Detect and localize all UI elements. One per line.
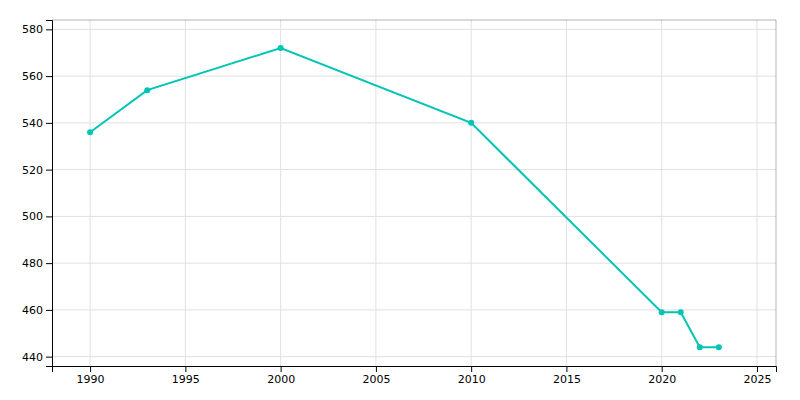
x-tick: 2025 — [743, 366, 771, 386]
y-tick-label: 580 — [22, 23, 43, 36]
y-tick-label: 460 — [22, 304, 43, 317]
x-grid-line — [566, 20, 567, 366]
frame-right — [776, 20, 777, 366]
x-grid-line — [185, 20, 186, 366]
x-tick-label: 2025 — [743, 373, 771, 386]
point — [278, 45, 284, 51]
y-grid-line — [52, 356, 776, 357]
y-tick-label: 540 — [22, 117, 43, 130]
y-tick-label: 480 — [22, 257, 43, 270]
plot-area: 1990 1995 2000 2005 2010 2015 2020 2025 440 460 48… — [22, 20, 777, 386]
point — [678, 309, 684, 315]
y-tick-mark — [46, 123, 52, 124]
x-tick-label: 2020 — [648, 373, 676, 386]
chart-container: 1990 1995 2000 2005 2010 2015 2020 2025 440 460 48… — [0, 0, 800, 400]
frame-top — [52, 20, 776, 21]
x-grid-line — [90, 20, 91, 366]
grid — [52, 20, 776, 366]
x-tick-mark — [566, 366, 567, 372]
point — [468, 120, 474, 126]
point — [144, 87, 150, 93]
y-grid-line — [52, 122, 776, 123]
x-tick: 2000 — [267, 366, 295, 386]
x-tick: 2015 — [553, 366, 581, 386]
line — [90, 48, 719, 347]
point — [697, 344, 703, 350]
y-tick-mark — [46, 29, 52, 30]
y-grid-line — [52, 29, 776, 30]
point — [659, 309, 665, 315]
x-tick-label: 2005 — [362, 373, 390, 386]
y-tick-label: 560 — [22, 70, 43, 83]
x-tick: 1995 — [172, 366, 200, 386]
y-grid-line — [52, 216, 776, 217]
y-tick: 480 — [22, 257, 52, 270]
point — [87, 129, 93, 135]
y-tick-mark — [46, 310, 52, 311]
y-tick: 500 — [22, 210, 52, 223]
y-tick: 440 — [22, 351, 52, 364]
y-grid-line — [52, 309, 776, 310]
y-tick-mark — [46, 357, 52, 358]
y-tick: 560 — [22, 70, 52, 83]
x-tick: 1990 — [77, 366, 105, 386]
y-tick: 580 — [22, 23, 52, 36]
chart: 1990 1995 2000 2005 2010 2015 2020 2025 440 460 48… — [0, 0, 800, 400]
point — [716, 344, 722, 350]
x-tick: 2005 — [362, 366, 390, 386]
y-tick: 520 — [22, 164, 52, 177]
y-tick-mark — [46, 263, 52, 264]
x-grid-line — [375, 20, 376, 366]
x-tick-label: 2000 — [267, 373, 295, 386]
x-tick-label: 1990 — [77, 373, 105, 386]
marks — [87, 45, 722, 350]
y-axis: 440 460 480 500 520 540 560 580 — [22, 21, 53, 367]
y-tick: 540 — [22, 117, 52, 130]
x-tick-label: 1995 — [172, 373, 200, 386]
y-tick-mark — [46, 76, 52, 77]
x-tick-mark — [662, 366, 663, 372]
x-tick: 2020 — [648, 366, 676, 386]
x-grid-line — [471, 20, 472, 366]
x-tick-label: 2010 — [458, 373, 486, 386]
x-tick: 2010 — [458, 366, 486, 386]
y-tick: 460 — [22, 304, 52, 317]
x-tick-mark — [185, 366, 186, 372]
y-grid-line — [52, 263, 776, 264]
y-tick-mark — [46, 216, 52, 217]
y-axis-line — [46, 21, 53, 367]
x-tick-mark — [376, 366, 377, 372]
y-tick-label: 520 — [22, 164, 43, 177]
y-tick-label: 500 — [22, 210, 43, 223]
x-tick-mark — [471, 366, 472, 372]
y-tick-label: 440 — [22, 351, 43, 364]
x-tick-mark — [90, 366, 91, 372]
x-axis-line — [53, 367, 777, 373]
x-grid-line — [280, 20, 281, 366]
x-tick-mark — [281, 366, 282, 372]
y-tick-mark — [46, 170, 52, 171]
y-grid-line — [52, 169, 776, 170]
y-grid-line — [52, 76, 776, 77]
x-axis: 1990 1995 2000 2005 2010 2015 2020 2025 — [53, 366, 777, 386]
x-grid-line — [756, 20, 757, 366]
x-tick-mark — [757, 366, 758, 372]
x-tick-label: 2015 — [553, 373, 581, 386]
